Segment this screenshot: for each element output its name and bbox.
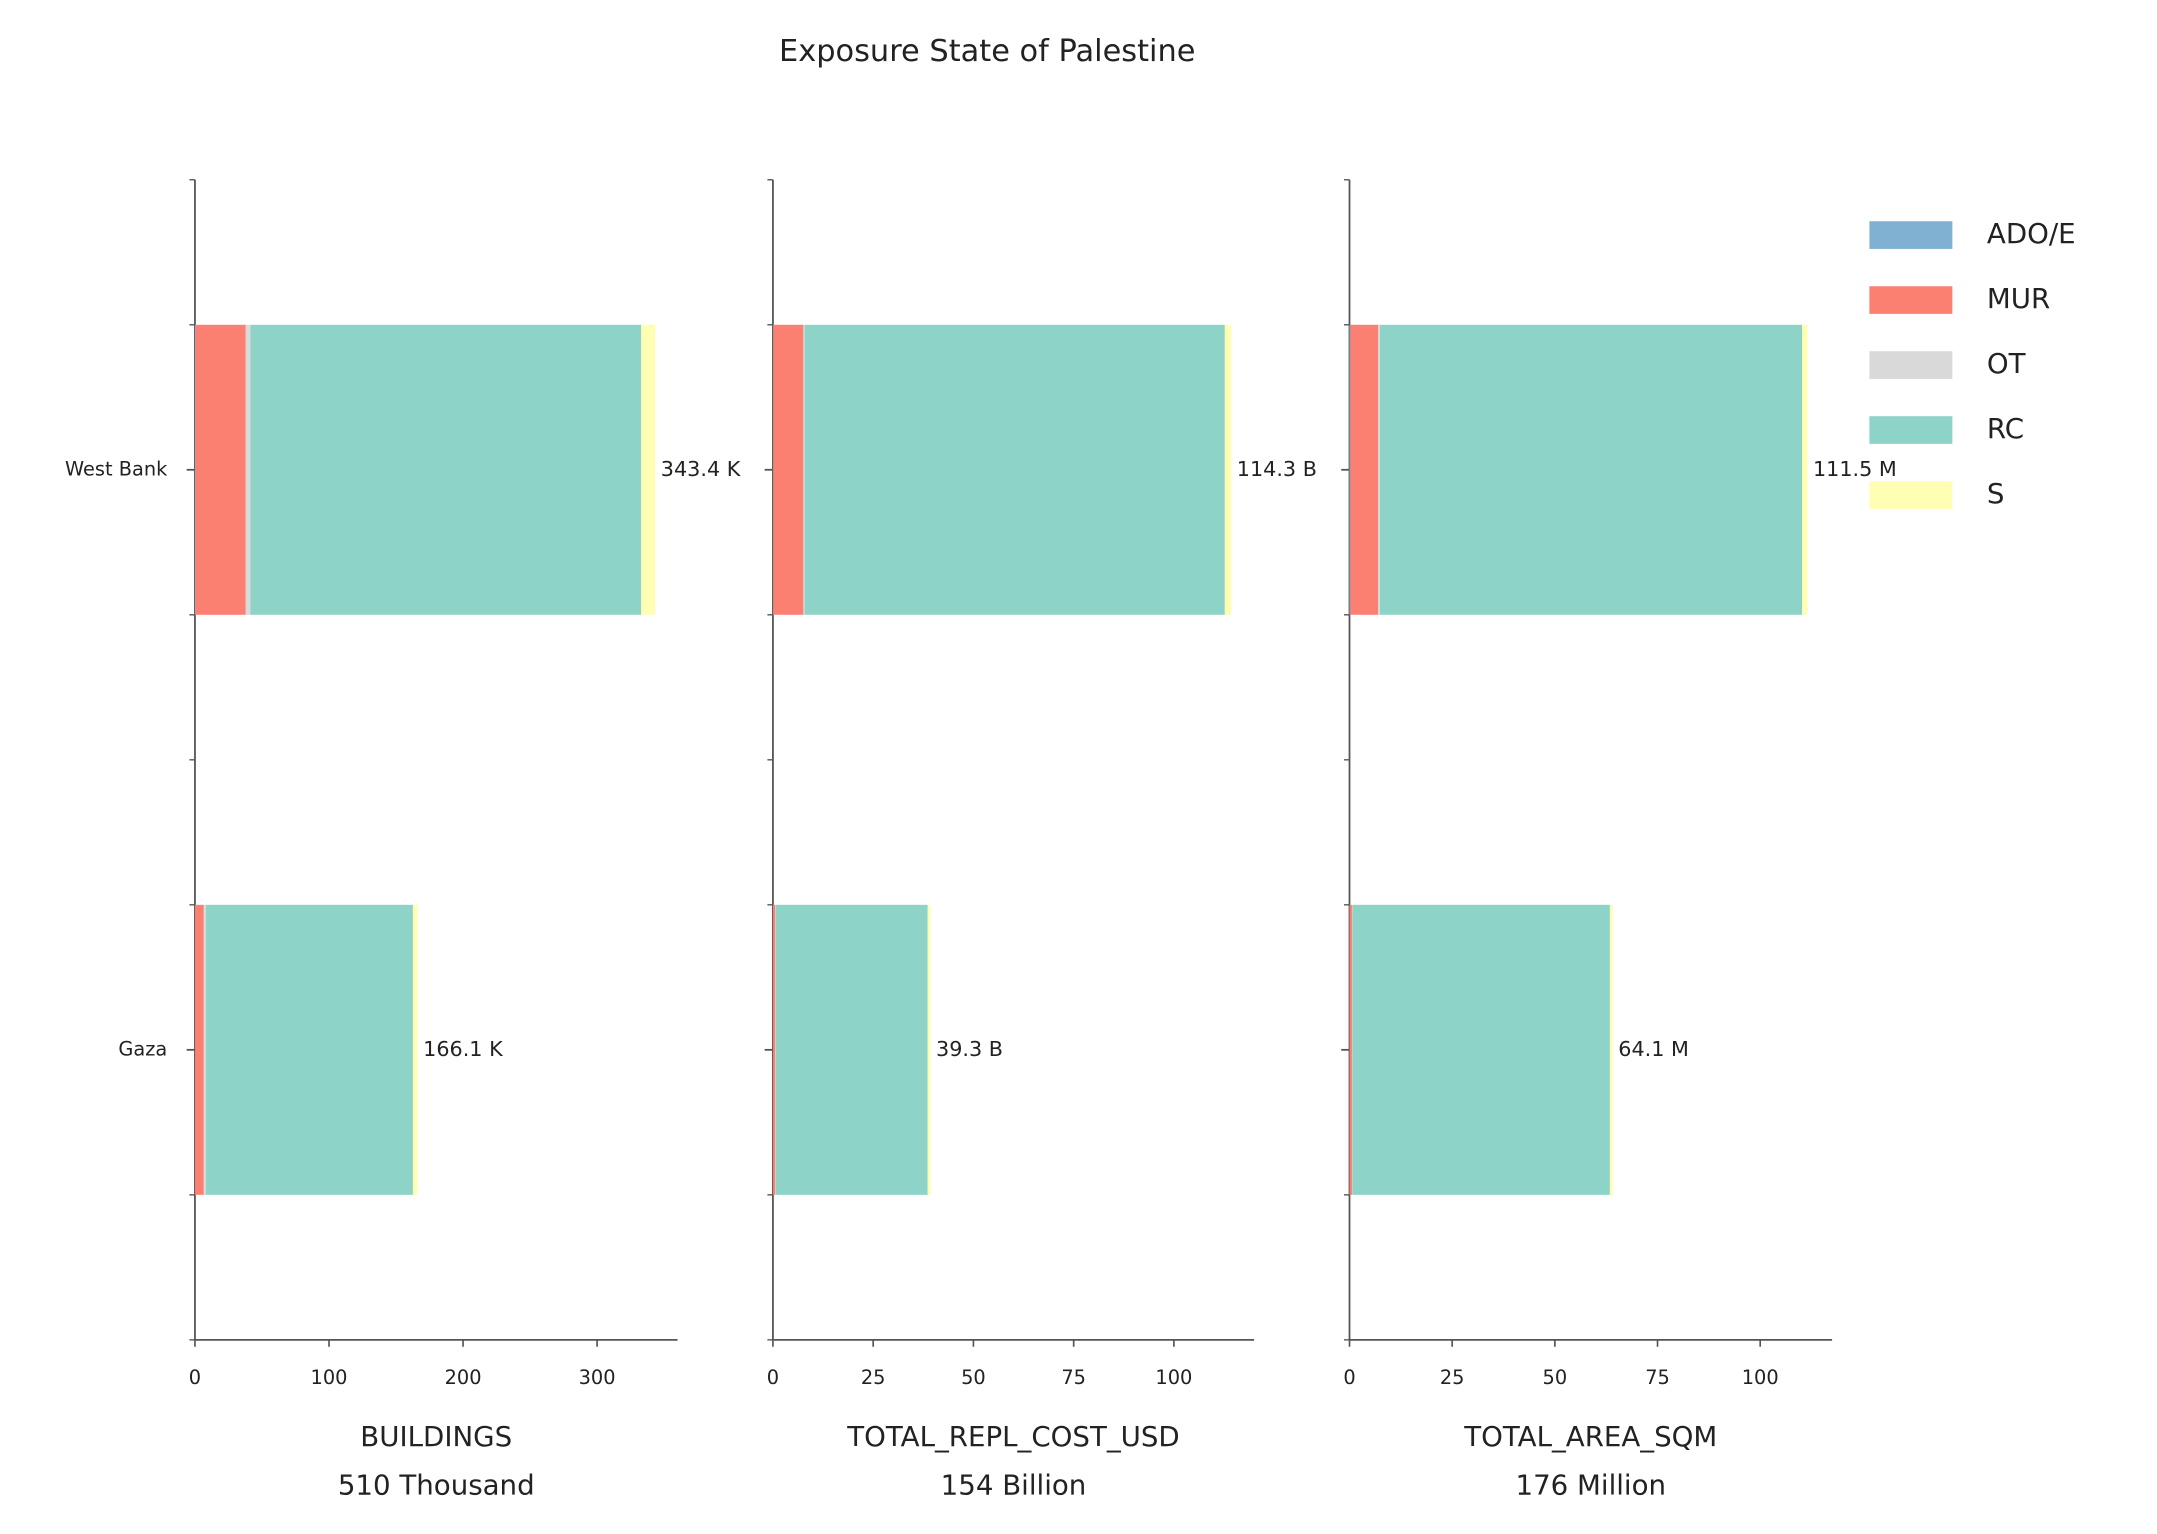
x-tick-label: 300 [579, 1366, 616, 1389]
chart-title: Exposure State of Palestine [779, 34, 1196, 69]
x-axis-note: 154 Billion [941, 1468, 1087, 1501]
x-tick-label: 50 [961, 1366, 986, 1389]
total-label: 111.5 M [1813, 457, 1897, 481]
bar-segment [1349, 324, 1351, 615]
legend-label: S [1987, 477, 2005, 510]
x-axis-label: TOTAL_REPL_COST_USD [846, 1420, 1179, 1453]
bar-segment [194, 324, 196, 615]
bar-segment [205, 904, 413, 1195]
total-label: 343.4 K [661, 457, 742, 481]
bar-segment [203, 904, 206, 1195]
total-label: 64.1 M [1618, 1037, 1689, 1061]
bar-segment [772, 904, 776, 1195]
x-tick-label: 75 [1061, 1366, 1086, 1389]
bar-segment [803, 324, 805, 615]
x-tick-label: 0 [767, 1366, 779, 1389]
x-tick-label: 0 [189, 1366, 201, 1389]
x-tick-label: 25 [1440, 1366, 1465, 1389]
x-axis-label: BUILDINGS [360, 1420, 512, 1453]
legend-swatch [1869, 286, 1953, 314]
legend-label: OT [1987, 347, 2026, 380]
x-tick-label: 100 [311, 1366, 348, 1389]
bar-segment [927, 904, 931, 1195]
bar-segment [1609, 904, 1613, 1195]
legend-swatch [1869, 351, 1953, 379]
bar-segment [1224, 324, 1232, 615]
y-tick-label: Gaza [118, 1037, 167, 1060]
x-axis-note: 176 Million [1516, 1468, 1667, 1501]
x-axis-label: TOTAL_AREA_SQM [1463, 1420, 1717, 1453]
legend-swatch [1869, 221, 1953, 249]
x-tick-label: 200 [445, 1366, 482, 1389]
x-tick-label: 75 [1645, 1366, 1670, 1389]
legend-label: RC [1987, 412, 2024, 445]
bar-segment [245, 324, 251, 615]
x-tick-label: 100 [1742, 1366, 1779, 1389]
bar-segment [195, 324, 246, 615]
bar-segment [250, 324, 642, 615]
bar-segment [1802, 324, 1808, 615]
bar-segment [775, 904, 928, 1195]
x-tick-label: 50 [1543, 1366, 1568, 1389]
legend-label: ADO/E [1987, 217, 2076, 250]
bar-segment [1378, 324, 1380, 615]
legend-swatch [1869, 416, 1953, 444]
bar-segment [641, 324, 656, 615]
x-tick-label: 25 [861, 1366, 886, 1389]
bar-segment [1350, 324, 1379, 615]
bar-segment [1349, 904, 1352, 1195]
total-label: 39.3 B [936, 1037, 1003, 1061]
x-tick-label: 0 [1343, 1366, 1355, 1389]
bar-segment [1352, 904, 1610, 1195]
bar-segment [1379, 324, 1803, 615]
bar-segment [195, 904, 204, 1195]
bar-segment [804, 324, 1225, 615]
bar-segment [412, 904, 418, 1195]
x-tick-label: 100 [1155, 1366, 1192, 1389]
total-label: 166.1 K [423, 1037, 504, 1061]
bar-segment [773, 324, 804, 615]
total-label: 114.3 B [1237, 457, 1317, 481]
y-tick-label: West Bank [65, 457, 168, 480]
x-axis-note: 510 Thousand [338, 1468, 535, 1501]
legend-swatch [1869, 481, 1953, 509]
legend-label: MUR [1987, 282, 2050, 315]
